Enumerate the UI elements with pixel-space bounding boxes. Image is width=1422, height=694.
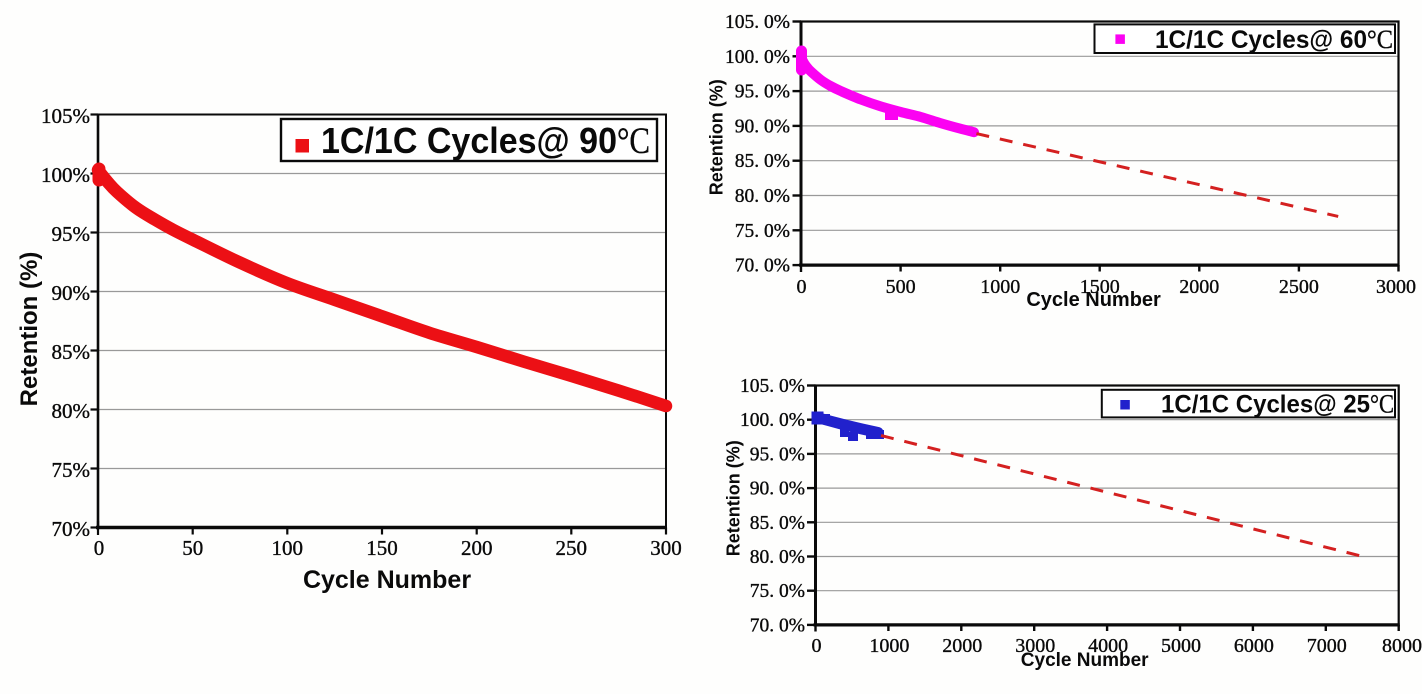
svg-text:Retention (%): Retention (%)	[16, 252, 43, 407]
svg-text:100. 0%: 100. 0%	[740, 410, 805, 431]
svg-text:75. 0%: 75. 0%	[735, 221, 790, 242]
svg-text:95. 0%: 95. 0%	[750, 444, 805, 465]
svg-text:2000: 2000	[1179, 276, 1219, 298]
svg-text:105. 0%: 105. 0%	[725, 12, 790, 33]
svg-text:2500: 2500	[1279, 276, 1319, 298]
svg-text:Retention (%): Retention (%)	[707, 79, 727, 195]
svg-text:3000: 3000	[1376, 276, 1416, 298]
svg-text:Cycle Number: Cycle Number	[1026, 289, 1161, 311]
svg-text:500: 500	[886, 276, 916, 298]
svg-text:0: 0	[797, 276, 807, 298]
svg-text:1C/1C Cycles@ 90°C: 1C/1C Cycles@ 90°C	[321, 120, 650, 162]
svg-text:Retention (%): Retention (%)	[724, 440, 744, 556]
svg-text:75. 0%: 75. 0%	[750, 581, 805, 602]
svg-text:200: 200	[461, 536, 493, 560]
svg-text:0: 0	[94, 536, 105, 560]
svg-text:80. 0%: 80. 0%	[750, 547, 805, 568]
svg-text:1C/1C Cycles@ 60°C: 1C/1C Cycles@ 60°C	[1155, 25, 1393, 54]
svg-text:70. 0%: 70. 0%	[750, 615, 805, 636]
svg-text:50: 50	[182, 536, 203, 560]
svg-text:90. 0%: 90. 0%	[735, 116, 790, 137]
svg-text:Cycle Number: Cycle Number	[303, 566, 471, 594]
svg-text:1000: 1000	[980, 276, 1020, 298]
svg-text:100. 0%: 100. 0%	[725, 47, 790, 68]
svg-text:150: 150	[366, 536, 398, 560]
svg-text:1000: 1000	[869, 635, 909, 657]
svg-text:95%: 95%	[52, 222, 91, 246]
svg-text:Cycle Number: Cycle Number	[1021, 650, 1149, 671]
svg-text:1C/1C Cycles@ 25°C: 1C/1C Cycles@ 25°C	[1161, 390, 1394, 419]
svg-text:85. 0%: 85. 0%	[750, 513, 805, 534]
svg-text:105. 0%: 105. 0%	[740, 376, 805, 397]
svg-text:105%: 105%	[41, 104, 90, 128]
svg-text:75%: 75%	[52, 458, 91, 482]
svg-text:2000: 2000	[942, 635, 982, 657]
svg-text:4000: 4000	[1088, 635, 1128, 657]
svg-text:85%: 85%	[52, 340, 91, 364]
svg-text:80. 0%: 80. 0%	[735, 186, 790, 207]
svg-text:7000: 7000	[1307, 635, 1347, 657]
svg-text:90. 0%: 90. 0%	[750, 479, 805, 500]
svg-text:90%: 90%	[52, 281, 91, 305]
svg-text:100%: 100%	[41, 163, 90, 187]
svg-text:70. 0%: 70. 0%	[735, 256, 790, 277]
svg-text:100: 100	[272, 536, 304, 560]
svg-text:3000: 3000	[1015, 635, 1055, 657]
svg-text:300: 300	[650, 536, 682, 560]
svg-text:85. 0%: 85. 0%	[735, 151, 790, 172]
svg-text:0: 0	[812, 635, 822, 657]
svg-text:5000: 5000	[1161, 635, 1201, 657]
svg-text:250: 250	[556, 536, 588, 560]
svg-text:70%: 70%	[52, 517, 91, 541]
svg-text:1500: 1500	[1080, 276, 1120, 298]
svg-text:8000: 8000	[1382, 635, 1422, 657]
svg-text:95. 0%: 95. 0%	[735, 82, 790, 103]
svg-text:80%: 80%	[52, 399, 91, 423]
svg-text:6000: 6000	[1234, 635, 1274, 657]
